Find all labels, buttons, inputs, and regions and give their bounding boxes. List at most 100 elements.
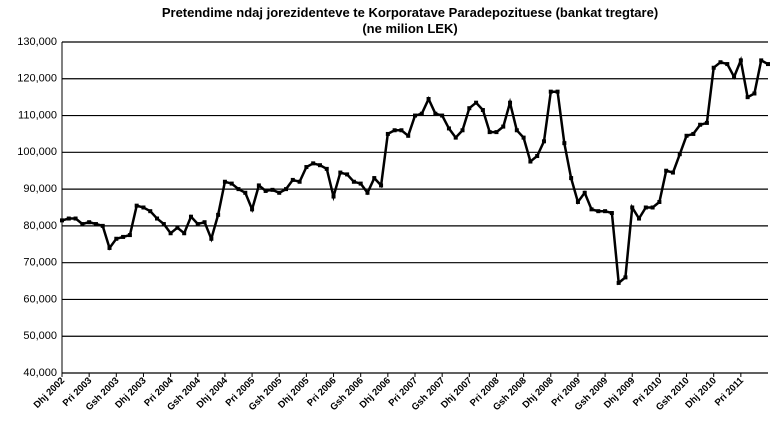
point — [148, 209, 153, 214]
point — [60, 218, 64, 223]
point — [188, 214, 193, 219]
point — [372, 176, 377, 181]
point — [406, 133, 411, 138]
point — [236, 187, 241, 192]
point — [738, 58, 743, 63]
point — [202, 220, 207, 225]
point — [589, 207, 594, 212]
point — [141, 205, 146, 210]
y-tick-label: 80,000 — [23, 220, 57, 232]
point — [759, 58, 764, 63]
point — [331, 194, 336, 199]
point — [66, 216, 71, 221]
point — [222, 179, 227, 184]
point — [93, 222, 98, 227]
point — [87, 220, 92, 225]
point — [711, 65, 716, 70]
point — [670, 170, 675, 175]
y-tick-label: 100,000 — [17, 146, 57, 158]
point — [121, 234, 126, 239]
point — [575, 199, 580, 204]
point — [508, 100, 513, 105]
point — [467, 106, 472, 111]
point — [195, 222, 200, 227]
point — [175, 225, 180, 230]
point — [440, 113, 445, 118]
point — [637, 216, 642, 221]
point — [161, 222, 166, 227]
point — [80, 222, 85, 227]
point — [453, 135, 458, 140]
chart-title: Pretendime ndaj jorezidenteve te Korpora… — [162, 5, 658, 20]
point — [460, 128, 465, 133]
point — [528, 159, 533, 164]
x-tick-label: Dhj 2004 — [195, 375, 231, 411]
point — [657, 199, 662, 204]
y-tick-label: 110,000 — [18, 109, 57, 121]
point — [684, 133, 689, 138]
point — [134, 203, 139, 208]
point — [677, 152, 682, 157]
point — [379, 183, 384, 188]
point — [392, 128, 397, 133]
point — [616, 280, 621, 285]
point — [650, 205, 655, 210]
point — [582, 190, 587, 195]
point — [487, 130, 492, 135]
y-tick-label: 130,000 — [17, 36, 57, 48]
point — [399, 128, 404, 133]
y-tick-label: 60,000 — [23, 293, 57, 305]
point — [535, 154, 540, 159]
point — [270, 187, 275, 192]
point — [752, 91, 757, 96]
point — [311, 161, 316, 166]
point — [426, 97, 431, 102]
line-series — [61, 55, 769, 286]
point — [250, 207, 255, 212]
point — [297, 179, 302, 184]
point — [433, 111, 438, 116]
point — [446, 126, 451, 131]
point — [107, 245, 112, 250]
point — [216, 212, 221, 217]
point — [548, 89, 553, 94]
y-tick-label: 40,000 — [23, 367, 57, 379]
point — [609, 211, 614, 216]
point — [338, 170, 343, 175]
point — [229, 181, 234, 186]
point — [521, 135, 526, 140]
point — [569, 176, 574, 181]
x-tick-label: Dhj 2005 — [276, 375, 312, 411]
y-tick-label: 120,000 — [17, 73, 57, 85]
point — [698, 122, 703, 127]
point — [623, 275, 628, 280]
y-tick-label: 70,000 — [23, 257, 57, 269]
point — [555, 89, 560, 94]
point — [168, 231, 173, 236]
point — [365, 190, 370, 195]
point — [155, 216, 160, 221]
point — [514, 128, 519, 133]
point — [358, 181, 363, 186]
point — [284, 187, 289, 192]
point — [745, 95, 750, 100]
point — [256, 183, 261, 188]
y-tick-label: 90,000 — [23, 183, 57, 195]
point — [562, 141, 567, 146]
x-tick-label: Pri 2011 — [713, 375, 747, 409]
point — [643, 205, 648, 210]
point — [351, 179, 356, 184]
point — [127, 233, 132, 238]
point — [494, 130, 499, 135]
point — [541, 139, 546, 144]
point — [209, 236, 214, 241]
point — [73, 216, 78, 221]
point — [304, 165, 309, 170]
point — [385, 131, 390, 136]
point — [501, 124, 506, 129]
point — [691, 131, 696, 136]
point — [480, 108, 485, 113]
point — [718, 60, 723, 65]
point — [114, 236, 119, 241]
